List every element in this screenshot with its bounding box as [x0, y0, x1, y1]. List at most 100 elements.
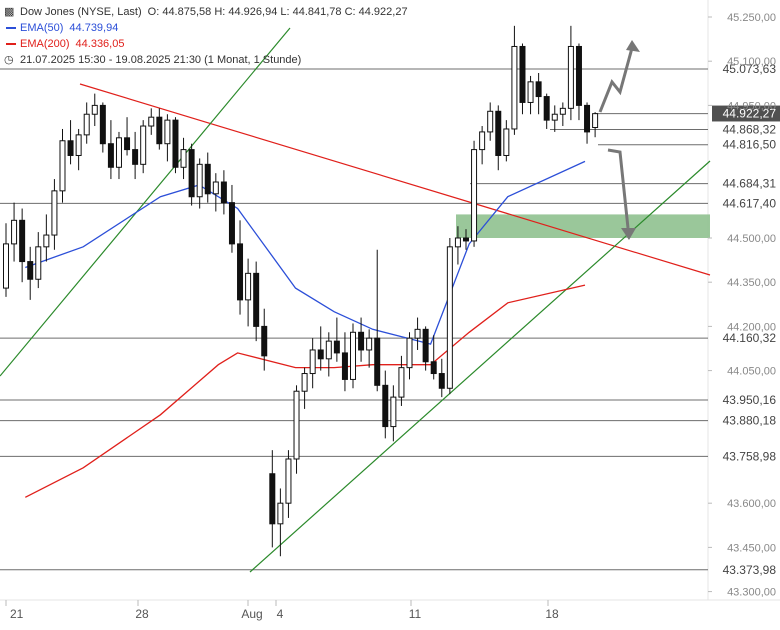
level-label-box — [712, 330, 780, 347]
level-label: 44.816,50 — [723, 138, 777, 152]
level-label-box — [712, 175, 780, 192]
level-label-box — [712, 121, 780, 138]
candle-body — [527, 81, 534, 103]
level-label-box — [712, 105, 780, 122]
candle-body — [188, 149, 195, 198]
candle-body — [43, 234, 50, 248]
y-tick-label: 44.950,00 — [727, 100, 776, 112]
candle-body — [438, 373, 445, 389]
candle-body — [382, 384, 389, 428]
legend-ema50-row: EMA(50) 44.739,94 — [4, 20, 408, 36]
candle-body — [503, 128, 510, 156]
candle-body — [75, 134, 82, 156]
level-label: 43.373,98 — [723, 563, 777, 577]
x-tick-label: 18 — [545, 607, 559, 621]
candle-body — [454, 237, 461, 248]
y-tick-label: 45.100,00 — [727, 56, 776, 68]
candle-body — [398, 367, 405, 398]
level-label: 44.684,31 — [723, 177, 777, 191]
chart-legend: ▩ Dow Jones (NYSE, Last) O: 44.875,58 H:… — [4, 4, 408, 68]
x-tick-label: 4 — [277, 607, 284, 621]
candle-body — [519, 45, 526, 103]
candle-body — [91, 104, 98, 115]
candle-body — [245, 272, 252, 301]
level-label-box — [712, 561, 780, 578]
x-tick-label: 28 — [135, 607, 149, 621]
bearish-scenario-arrow — [607, 148, 630, 229]
candle-body — [341, 352, 348, 380]
candle-body — [212, 181, 219, 195]
candle-body — [164, 119, 171, 145]
level-label: 44.868,32 — [723, 122, 777, 136]
legend-period-row: ◷ 21.07.2025 15:30 - 19.08.2025 21:30 (1… — [4, 52, 408, 68]
level-label-box — [712, 392, 780, 409]
candle-body — [333, 340, 340, 354]
candle-body — [495, 110, 502, 156]
level-label: 43.880,18 — [723, 414, 777, 428]
legend-ema50-label: EMA(50) — [20, 22, 64, 34]
candle-body — [107, 143, 114, 168]
candle-body — [567, 45, 574, 109]
upper-trendline — [0, 27, 291, 377]
candle-body — [285, 458, 292, 504]
candle-body — [204, 163, 211, 195]
legend-period: 21.07.2025 15:30 - 19.08.2025 21:30 (1 M… — [20, 54, 302, 66]
candle-body — [67, 140, 74, 156]
legend-ema200-row: EMA(200) 44.336,05 — [4, 36, 408, 52]
candle-body — [277, 502, 284, 525]
candle-body — [414, 328, 421, 339]
candle-body — [584, 104, 591, 133]
candle-body — [180, 149, 187, 168]
legend-ema200-value: 44.336,05 — [75, 38, 125, 50]
level-label: 43.758,98 — [723, 449, 777, 463]
candle-body — [99, 104, 106, 145]
y-tick-label: 44.350,00 — [727, 277, 776, 289]
candle-body — [35, 246, 42, 280]
bullish-scenario-arrow — [598, 47, 634, 113]
candle-body — [156, 116, 163, 145]
candle-body — [325, 340, 332, 360]
level-label: 44.617,40 — [723, 196, 777, 210]
candle-body — [422, 328, 429, 363]
candle-body — [511, 45, 518, 130]
level-label-box — [712, 412, 780, 429]
candle-body — [11, 219, 18, 245]
level-label-box — [712, 448, 780, 465]
level-label-box — [712, 136, 780, 153]
candle-body — [366, 337, 373, 351]
y-tick-label: 45.250,00 — [727, 12, 776, 24]
candle-body — [479, 131, 486, 151]
y-tick-label: 43.300,00 — [727, 587, 776, 599]
clock-icon: ◷ — [4, 54, 14, 66]
y-tick-label: 44.050,00 — [727, 366, 776, 378]
candle-body — [83, 113, 90, 136]
bullish-arrowhead — [626, 40, 640, 52]
resistance-trendline — [79, 83, 711, 276]
candle-body — [390, 396, 397, 428]
legend-instrument-row: ▩ Dow Jones (NYSE, Last) O: 44.875,58 H:… — [4, 4, 408, 20]
candle-body — [301, 373, 308, 392]
legend-ema200-label: EMA(200) — [20, 38, 70, 50]
level-label: 44.160,32 — [723, 331, 777, 345]
candle-body — [575, 45, 582, 106]
candle-body — [148, 116, 155, 127]
candle-body — [430, 361, 437, 375]
candle-body — [3, 243, 9, 289]
candle-body — [19, 219, 26, 263]
ema200-swatch — [6, 43, 16, 45]
candle-body — [535, 81, 542, 98]
level-label: 44.922,27 — [723, 107, 777, 121]
candle-body — [196, 163, 203, 198]
candle-body — [317, 349, 324, 360]
x-tick-label: Aug — [241, 607, 262, 621]
legend-ohlc: O: 44.875,58 H: 44.926,94 L: 44.841,78 C… — [147, 6, 408, 18]
candle-body — [269, 473, 276, 525]
legend-instrument: Dow Jones (NYSE, Last) — [20, 6, 142, 18]
level-label: 43.950,16 — [723, 393, 777, 407]
candle-body — [59, 140, 66, 192]
candle-body — [446, 246, 453, 389]
ema50-swatch — [6, 27, 16, 29]
candle-body — [27, 261, 34, 280]
candle-body — [551, 113, 558, 121]
